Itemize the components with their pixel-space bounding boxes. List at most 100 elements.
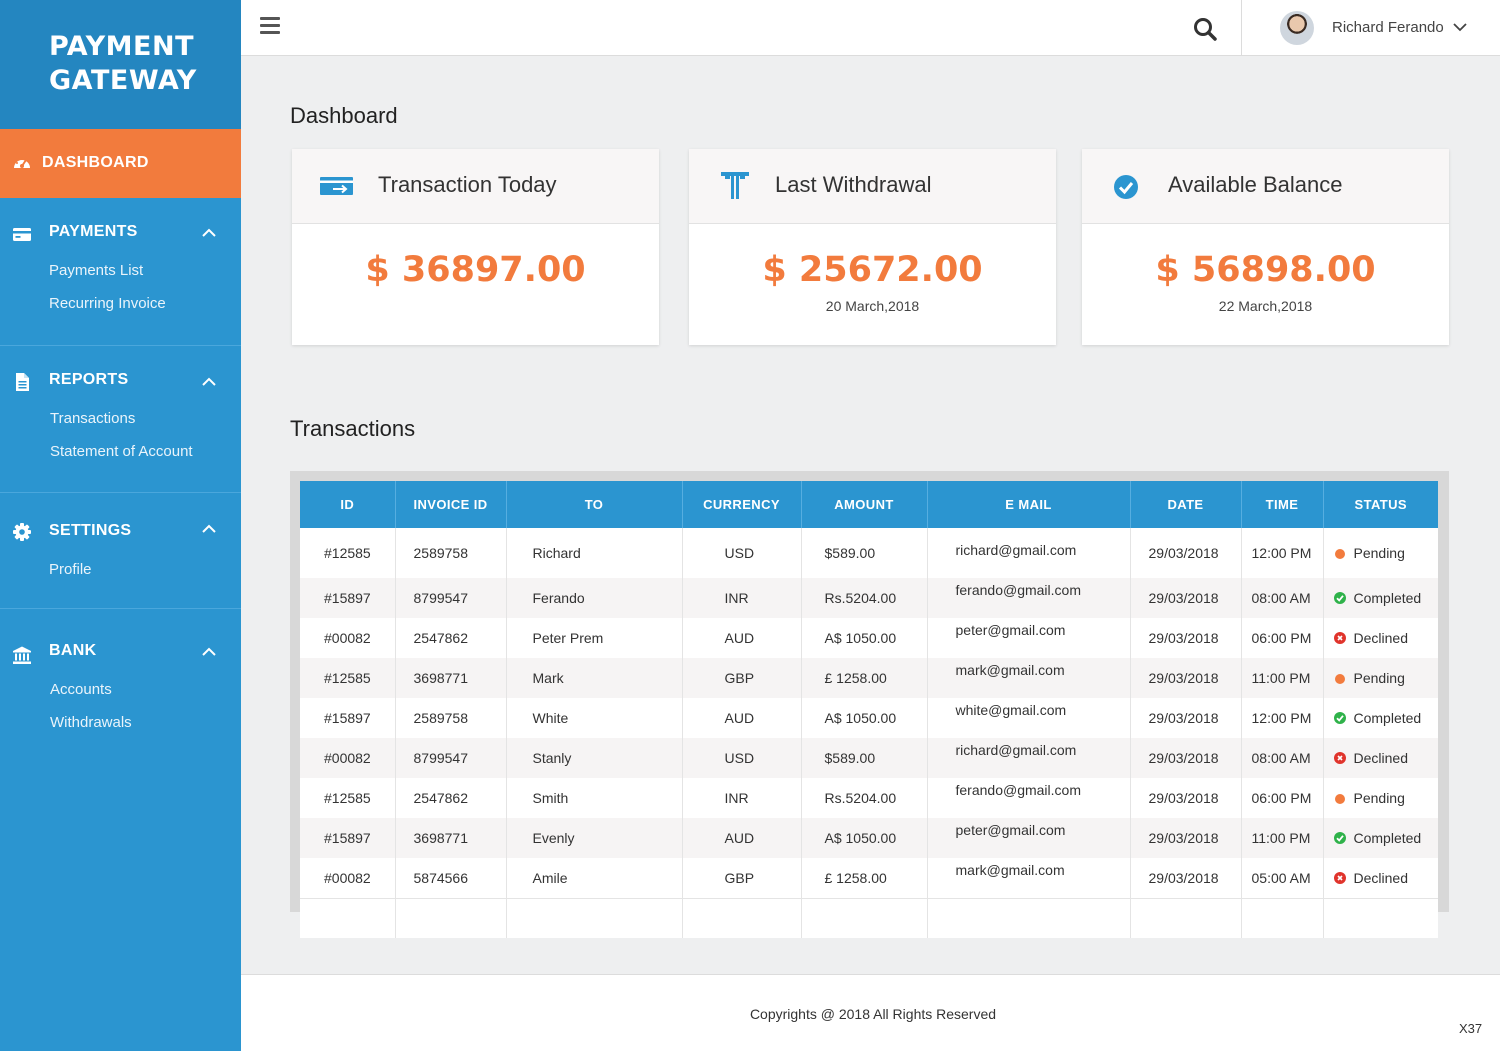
user-name[interactable]: Richard Ferando <box>1332 19 1444 36</box>
cell-invoice-id: 2547862 <box>395 618 507 658</box>
sidebar-item-recurring-invoice[interactable]: Recurring Invoice <box>49 295 166 312</box>
column-header-id[interactable]: ID <box>300 481 396 528</box>
column-header-status[interactable]: STATUS <box>1354 497 1407 512</box>
cell-to: White <box>506 698 683 738</box>
pending-status-icon <box>1334 794 1345 804</box>
column-header-email[interactable]: E MAIL <box>927 481 1131 528</box>
dashboard-icon <box>14 157 30 168</box>
declined-status-icon <box>1333 632 1346 644</box>
cell-email: white@gmail.com <box>927 698 1131 738</box>
cell-email: mark@gmail.com <box>927 658 1131 698</box>
table-row[interactable]: #12585 3698771 Mark GBP £ 1258.00 mark@gmail.… <box>300 658 1438 698</box>
cell-id: #12585 <box>300 528 396 578</box>
sidebar-item-accounts[interactable]: Accounts <box>50 681 112 698</box>
cell-id: #12585 <box>300 658 396 698</box>
cell-time: 12:00 PM <box>1241 698 1324 738</box>
card-date: 20 March,2018 <box>825 298 920 314</box>
cell-invoice-id: 8799547 <box>395 578 507 618</box>
table-row[interactable]: #00082 5874566 Amile GBP £ 1258.00 mark@gmail… <box>300 858 1438 898</box>
table-row[interactable]: #15897 2589758 White AUD A$ 1050.00 white@gma… <box>300 698 1438 738</box>
cell-status: Completed <box>1323 818 1438 858</box>
cell-date: 29/03/2018 <box>1130 778 1242 818</box>
cell-currency: INR <box>682 778 802 818</box>
card-value: $ 36897.00 <box>365 250 586 290</box>
column-header-date[interactable]: DATE <box>1130 481 1242 528</box>
filler-cell <box>300 897 396 938</box>
page-title: Dashboard <box>290 103 398 128</box>
sidebar-item-bank[interactable]: BANK <box>49 642 97 659</box>
column-header-to[interactable]: TO <box>506 481 683 528</box>
bank-icon <box>13 646 31 664</box>
status-label: Completed <box>1353 830 1422 846</box>
column-header-invoice-id[interactable]: INVOICE ID <box>395 481 507 528</box>
transactions-table: ID INVOICE ID TO CURRENCY AMOUNT E MAIL … <box>300 481 1438 938</box>
cell-to: Amile <box>506 858 683 898</box>
cell-id: #15897 <box>300 578 396 618</box>
sidebar-item-payments-list[interactable]: Payments List <box>49 262 144 279</box>
table-row[interactable]: #15897 8799547 Ferando INR Rs.5204.00 ferando… <box>300 578 1438 618</box>
avatar[interactable] <box>1280 11 1314 45</box>
cell-status: Declined <box>1323 738 1438 778</box>
status-label: Declined <box>1353 630 1408 646</box>
completed-status-icon <box>1333 712 1346 724</box>
chevron-up-icon[interactable] <box>202 647 216 657</box>
cell-currency: USD <box>682 528 802 578</box>
topbar: Richard Ferando <box>241 0 1500 56</box>
cell-time: 11:00 PM <box>1241 818 1324 858</box>
status-label: Pending <box>1353 790 1405 806</box>
cell-status: Pending <box>1323 658 1438 698</box>
filler-cell <box>1241 897 1324 938</box>
cell-id: #15897 <box>300 698 396 738</box>
sidebar-item-profile[interactable]: Profile <box>49 561 92 578</box>
card-available-balance: Available Balance $ 56898.00 22 March,20… <box>1082 149 1449 345</box>
column-header-amount[interactable]: AMOUNT <box>801 481 928 528</box>
table-row[interactable]: #15897 3698771 Evenly AUD A$ 1050.00 peter@gm… <box>300 818 1438 858</box>
sidebar-item-withdrawals[interactable]: Withdrawals <box>50 714 132 731</box>
transactions-table-panel: ID INVOICE ID TO CURRENCY AMOUNT E MAIL … <box>290 471 1449 938</box>
cell-currency: INR <box>682 578 802 618</box>
sidebar-item-dashboard[interactable]: DASHBOARD <box>0 129 241 198</box>
cell-invoice-id: 3698771 <box>395 818 507 858</box>
chevron-down-icon[interactable] <box>1453 22 1467 32</box>
status-label: Declined <box>1353 869 1408 886</box>
cell-amount: Rs.5204.00 <box>801 778 928 818</box>
cell-email: ferando@gmail.com <box>927 778 1131 818</box>
status-label: Declined <box>1353 750 1408 766</box>
cell-invoice-id: 8799547 <box>395 738 507 778</box>
withdrawal-icon <box>721 172 749 199</box>
chevron-up-icon[interactable] <box>202 524 216 534</box>
completed-status-icon <box>1333 592 1346 604</box>
cell-status: Completed <box>1323 578 1438 618</box>
table-row[interactable]: #00082 8799547 Stanly USD $589.00 richard@gma… <box>300 738 1438 778</box>
menu-icon[interactable] <box>260 17 280 35</box>
cell-amount: £ 1258.00 <box>801 858 928 898</box>
column-header-currency[interactable]: CURRENCY <box>682 481 802 528</box>
document-icon <box>16 373 29 391</box>
search-icon[interactable] <box>1192 16 1218 42</box>
cell-to: Richard <box>506 528 683 578</box>
cell-amount: $589.00 <box>801 738 928 778</box>
cell-amount: Rs.5204.00 <box>801 578 928 618</box>
card-title: Transaction Today <box>378 172 557 197</box>
sidebar-item-statement-of-account[interactable]: Statement of Account <box>50 443 193 460</box>
brand-logo[interactable]: PAYMENT GATEWAY <box>0 0 241 129</box>
table-row[interactable]: #12585 2547862 Smith INR Rs.5204.00 ferando@g… <box>300 778 1438 818</box>
table-row[interactable]: #12585 2589758 Richard USD $589.00 richard@gm… <box>300 528 1438 578</box>
cell-date: 29/03/2018 <box>1130 738 1242 778</box>
cell-time: 11:00 PM <box>1241 658 1324 698</box>
sidebar-item-transactions[interactable]: Transactions <box>50 410 136 427</box>
sidebar-divider <box>0 345 241 346</box>
sidebar-divider <box>0 608 241 609</box>
cell-amount: A$ 1050.00 <box>801 698 928 738</box>
table-row[interactable]: #00082 2547862 Peter Prem AUD A$ 1050.00 pete… <box>300 618 1438 658</box>
sidebar-item-payments[interactable]: PAYMENTS <box>49 223 138 240</box>
column-header-time[interactable]: TIME <box>1241 481 1324 528</box>
chevron-up-icon[interactable] <box>202 228 216 238</box>
chevron-up-icon[interactable] <box>202 377 216 387</box>
filler-cell <box>1130 897 1242 938</box>
sidebar-item-reports[interactable]: REPORTS <box>49 371 129 388</box>
cell-time: 05:00 AM <box>1241 858 1324 898</box>
card-title: Available Balance <box>1168 172 1343 197</box>
sidebar-item-settings[interactable]: SETTINGS <box>49 522 132 539</box>
cell-email: richard@gmail.com <box>927 738 1131 778</box>
